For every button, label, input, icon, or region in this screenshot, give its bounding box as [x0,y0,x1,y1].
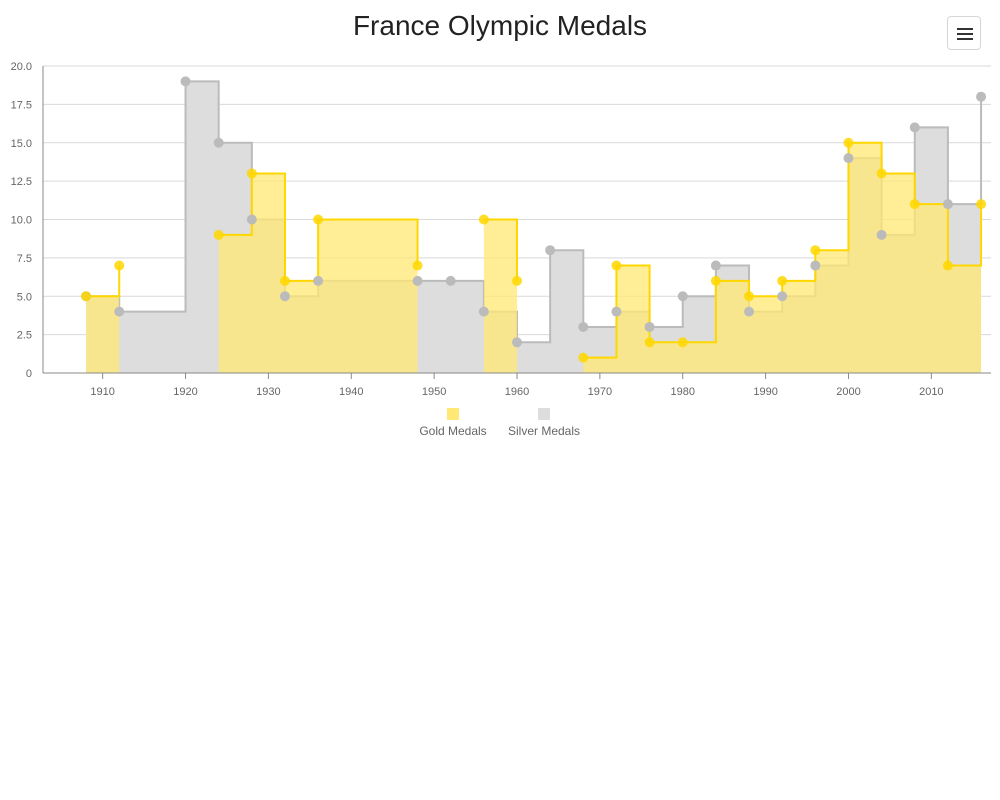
series-line [86,265,121,298]
data-point [942,199,953,210]
data-point [777,275,788,286]
x-tick-label: 1950 [422,386,446,398]
legend: Gold Medals Silver Medals [419,408,580,438]
data-point [279,275,290,286]
data-point [478,214,489,225]
menu-button[interactable] [947,16,981,50]
data-point [512,337,522,348]
series-area [483,219,517,373]
y-tick-label: 5.0 [17,291,32,303]
data-point [279,291,290,302]
series-area [86,265,120,373]
data-point [114,260,125,271]
series [81,76,987,373]
chart-title: France Olympic Medals [352,10,648,41]
data-point [744,306,755,317]
data-point [644,337,655,348]
series-line [483,218,518,281]
data-point [512,275,522,286]
x-tick-label: 1930 [256,386,280,398]
x-tick-label: 1970 [588,386,612,398]
data-point [677,337,688,348]
data-point [976,199,987,210]
data-point [578,321,589,332]
data-point [545,245,556,256]
data-point [246,168,257,179]
data-point [976,91,987,102]
y-tick-label: 20.0 [11,61,32,73]
series-markers [81,137,987,363]
legend-swatch [538,408,550,420]
data-point [744,291,755,302]
y-tick-label: 17.5 [11,99,32,111]
data-point [876,168,887,179]
x-tick-label: 1980 [670,386,694,398]
data-point [180,76,191,87]
data-point [213,137,224,148]
data-point [611,260,622,271]
data-point [412,260,423,271]
data-point [710,260,721,271]
data-point [478,306,489,317]
data-point [810,260,821,271]
data-point [843,137,854,148]
legend-label: Silver Medals [508,424,580,438]
data-point [644,321,655,332]
data-point [810,245,821,256]
axes: 0 2.5 5.0 7.5 10.0 12.5 15.0 17.5 20.0 1910 1920 19… [11,61,991,398]
data-point [909,199,920,210]
legend-label: Gold Medals [419,424,486,438]
data-point [412,275,423,286]
y-tick-label: 10.0 [11,215,32,227]
x-tick-label: 2000 [836,386,860,398]
data-point [677,291,688,302]
data-point [942,260,953,271]
data-point [114,306,125,317]
series-area [583,142,982,373]
data-point [313,214,324,225]
data-point [246,214,257,225]
x-tick-label: 1910 [90,386,114,398]
x-tick-label: 1940 [339,386,363,398]
y-tick-label: 2.5 [17,330,32,342]
data-point [876,229,887,240]
y-tick-label: 12.5 [11,176,32,188]
y-tick-label: 7.5 [17,253,32,265]
data-point [578,352,589,363]
x-tick-label: 2010 [919,386,943,398]
x-tick-label: 1920 [173,386,197,398]
legend-swatch [447,408,459,420]
y-tick-label: 15.0 [11,138,32,150]
data-point [445,275,456,286]
data-point [777,291,788,302]
x-tick-label: 1960 [505,386,529,398]
data-point [313,275,324,286]
data-point [213,229,224,240]
y-tick-label: 0 [26,368,32,380]
data-point [843,153,854,164]
data-point [909,122,920,133]
data-point [81,291,92,302]
x-tick-label: 1990 [753,386,777,398]
data-point [611,306,622,317]
data-point [710,275,721,286]
